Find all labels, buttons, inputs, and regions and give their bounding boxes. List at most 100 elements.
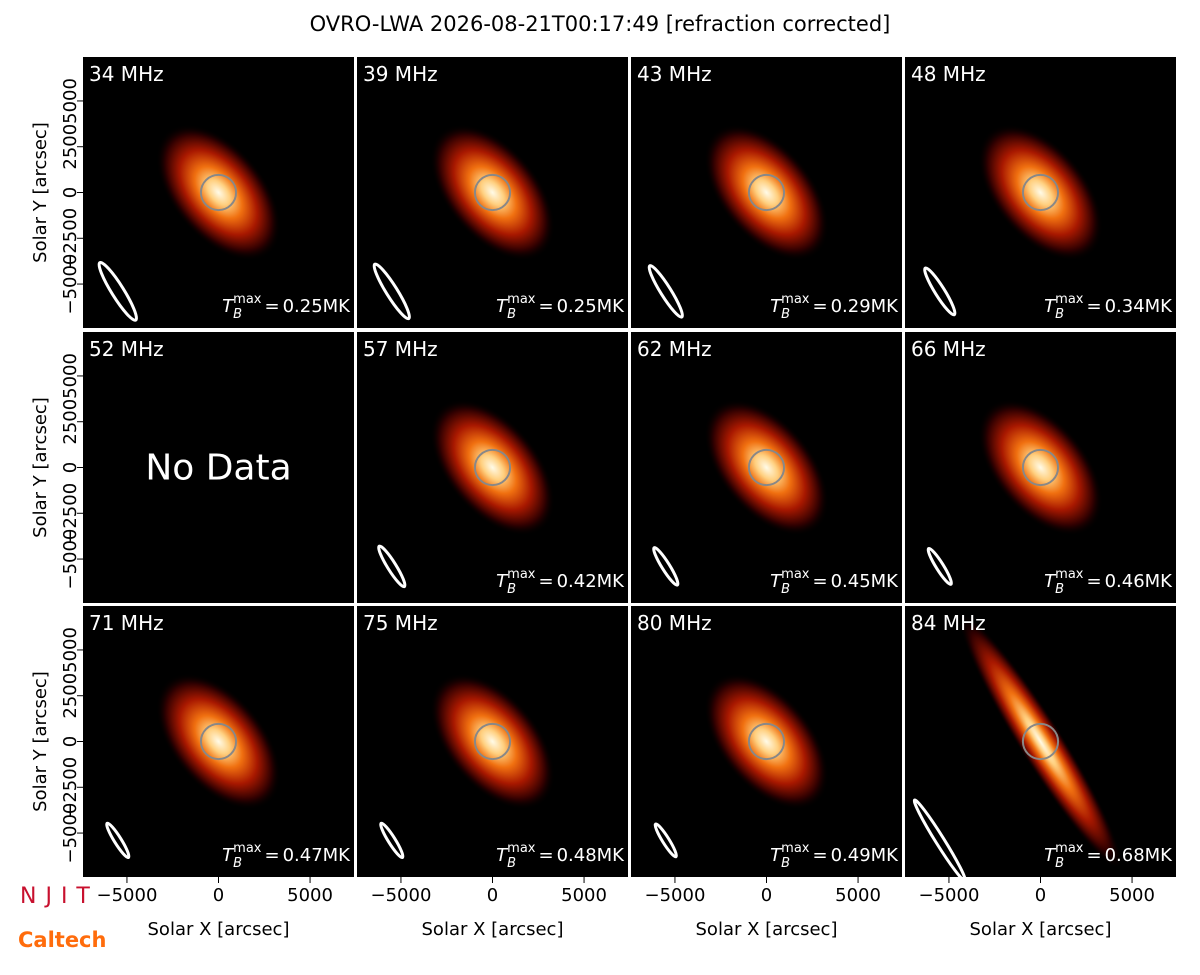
emission <box>978 124 1103 261</box>
tb-sub: B <box>507 307 516 322</box>
tb-max-label: 0.46MK <box>1105 571 1174 592</box>
tb-sub: B <box>233 856 242 871</box>
y-tick-label: −5000 <box>60 254 81 315</box>
tb-sup: max <box>781 567 810 582</box>
y-tick-label: 0 <box>60 462 81 473</box>
solar-disk <box>747 448 786 487</box>
tb-equals: = <box>812 296 827 317</box>
panel-image <box>105 673 281 860</box>
tb-sup: max <box>781 292 810 307</box>
tb-equals: = <box>264 296 279 317</box>
emission <box>430 673 555 810</box>
y-tick-label: −5000 <box>60 803 81 864</box>
tb-equals: = <box>538 296 553 317</box>
tb-max-label: 0.34MK <box>1105 296 1174 317</box>
tb-max-label: 0.25MK <box>283 296 352 317</box>
beam <box>923 266 957 317</box>
panel-image <box>372 124 555 321</box>
tb-sup: max <box>507 567 536 582</box>
x-axis-label: Solar X [arcsec] <box>148 919 290 940</box>
tb-sub: B <box>507 582 516 597</box>
frequency-label: 80 MHz <box>637 611 712 635</box>
tb-max-label: 0.42MK <box>557 571 626 592</box>
solar-disk <box>473 448 512 487</box>
tb-symbol: T <box>496 571 509 592</box>
tb-sup: max <box>1055 841 1084 856</box>
x-tick-label: 5000 <box>561 885 607 906</box>
tb-equals: = <box>1086 296 1101 317</box>
y-tick-label: 2500 <box>60 673 81 719</box>
emission <box>156 673 281 810</box>
tb-max-label: 0.29MK <box>831 296 900 317</box>
frequency-label: 39 MHz <box>363 62 438 86</box>
y-axis-label: Solar Y [arcsec] <box>30 397 51 538</box>
frequency-label: 43 MHz <box>637 62 712 86</box>
emission <box>156 124 281 261</box>
y-tick-label: 2500 <box>60 124 81 170</box>
panel-image <box>379 673 555 860</box>
panel-image <box>377 399 555 589</box>
tb-sub: B <box>1055 856 1064 871</box>
tb-max-label: 0.49MK <box>831 845 900 866</box>
beam <box>379 821 405 860</box>
x-tick-label: −5000 <box>371 885 432 906</box>
tb-equals: = <box>538 571 553 592</box>
solar-disk <box>199 722 238 761</box>
tb-sub: B <box>781 307 790 322</box>
solar-disk <box>199 173 238 212</box>
x-tick-label: 0 <box>487 885 498 906</box>
y-tick-label: 5000 <box>60 353 81 399</box>
panel-image <box>652 399 829 587</box>
emission <box>704 124 829 261</box>
y-axis-label: Solar Y [arcsec] <box>30 122 51 263</box>
panel-image <box>926 399 1103 586</box>
beam <box>372 262 411 321</box>
tb-symbol: T <box>1044 845 1057 866</box>
x-tick-label: −5000 <box>645 885 706 906</box>
tb-sub: B <box>781 582 790 597</box>
tb-sup: max <box>1055 292 1084 307</box>
solar-disk <box>473 173 512 212</box>
frequency-label: 62 MHz <box>637 337 712 361</box>
solar-disk <box>747 173 786 212</box>
y-tick-label: −5000 <box>60 529 81 590</box>
emission <box>430 399 555 536</box>
emission <box>978 399 1103 536</box>
x-tick-label: 5000 <box>835 885 881 906</box>
y-axis-label: Solar Y [arcsec] <box>30 671 51 812</box>
beam <box>97 260 138 322</box>
panel-image <box>647 124 829 319</box>
frequency-label: 84 MHz <box>911 611 986 635</box>
tb-symbol: T <box>496 845 509 866</box>
tb-symbol: T <box>222 845 235 866</box>
beam <box>647 264 684 319</box>
tb-equals: = <box>812 571 827 592</box>
chart-title: OVRO-LWA 2026-08-21T00:17:49 [refraction… <box>310 12 891 36</box>
frequency-label: 75 MHz <box>363 611 438 635</box>
solar-disk <box>1021 173 1060 212</box>
solar-disk <box>473 722 512 761</box>
panel-image <box>97 124 281 322</box>
x-tick-label: −5000 <box>97 885 158 906</box>
beam <box>652 546 680 587</box>
frequency-label: 71 MHz <box>89 611 164 635</box>
solar-disk <box>747 722 786 761</box>
emission <box>430 124 555 261</box>
beam <box>653 822 678 859</box>
tb-sup: max <box>1055 567 1084 582</box>
y-tick-label: 0 <box>60 736 81 747</box>
emission <box>704 399 829 536</box>
tb-max-label: 0.45MK <box>831 571 900 592</box>
tb-equals: = <box>538 845 553 866</box>
tb-symbol: T <box>770 296 783 317</box>
y-tick-label: −2500 <box>60 208 81 269</box>
emission <box>958 613 1123 870</box>
x-axis-label: Solar X [arcsec] <box>970 919 1112 940</box>
tb-max-label: 0.68MK <box>1105 845 1174 866</box>
tb-symbol: T <box>496 296 509 317</box>
solar-disk <box>1021 448 1060 487</box>
tb-sup: max <box>233 841 262 856</box>
beam <box>926 546 953 586</box>
panel-image <box>923 124 1103 317</box>
